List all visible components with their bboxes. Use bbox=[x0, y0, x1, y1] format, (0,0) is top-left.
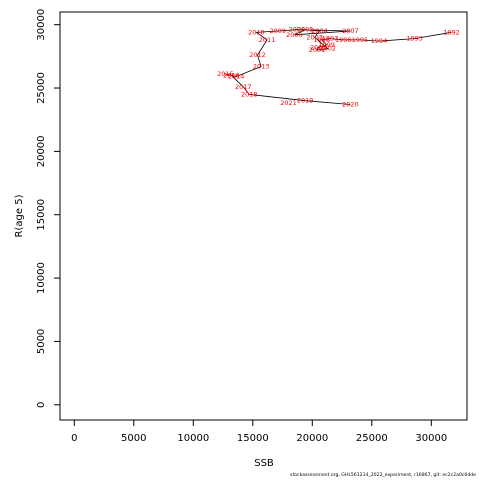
point-label-2021: 2021 bbox=[280, 99, 297, 107]
point-label-2017: 2017 bbox=[235, 83, 252, 91]
point-label-1996: 1996 bbox=[335, 36, 352, 44]
point-label-2004: 2004 bbox=[311, 27, 328, 35]
point-label-2001: 2001 bbox=[309, 46, 326, 54]
point-label-1992: 1992 bbox=[443, 28, 460, 36]
point-label-1994: 1994 bbox=[371, 37, 388, 45]
plot-frame bbox=[59, 11, 468, 421]
point-label-1993: 1993 bbox=[406, 35, 423, 43]
x-tick-label: 5000 bbox=[121, 433, 146, 444]
point-label-2012: 2012 bbox=[249, 51, 266, 59]
point-label-2003: 2003 bbox=[306, 33, 323, 41]
x-tick-label: 10000 bbox=[177, 433, 209, 444]
point-label-2014: 2014 bbox=[228, 73, 245, 81]
point-label-2000: 2000 bbox=[310, 43, 327, 51]
point-label-2009: 2009 bbox=[270, 27, 287, 35]
point-label-2013: 2013 bbox=[253, 62, 270, 70]
y-tick-label: 0 bbox=[36, 402, 47, 408]
x-tick-label: 15000 bbox=[237, 433, 269, 444]
x-tick-label: 0 bbox=[71, 433, 77, 444]
point-label-2018: 2018 bbox=[241, 90, 258, 98]
point-label-2005: 2005 bbox=[297, 26, 314, 34]
point-label-2019: 2019 bbox=[297, 97, 314, 105]
point-label-2006: 2006 bbox=[286, 31, 303, 39]
point-label-2007: 2007 bbox=[342, 27, 359, 35]
y-tick-label: 25000 bbox=[36, 72, 47, 104]
footer-note: stockassessment.org, GHL561214_2022_expe… bbox=[290, 473, 476, 478]
point-label-2011: 2011 bbox=[259, 36, 276, 44]
point-label-2016: 2016 bbox=[223, 71, 240, 79]
x-tick-label: 20000 bbox=[296, 433, 328, 444]
y-tick-label: 10000 bbox=[36, 262, 47, 294]
x-axis-title: SSB bbox=[254, 458, 274, 469]
point-label-2015: 2015 bbox=[217, 70, 234, 78]
x-tick-label: 30000 bbox=[415, 433, 447, 444]
y-axis: 0 5000 10000 15000 20000 25000 30000 bbox=[36, 9, 60, 408]
y-tick-label: 20000 bbox=[36, 135, 47, 167]
y-tick-label: 15000 bbox=[36, 199, 47, 231]
point-label-2010: 2010 bbox=[248, 28, 265, 36]
point-label-1997: 1997 bbox=[322, 35, 339, 43]
point-label-2008: 2008 bbox=[289, 26, 306, 34]
x-axis: 0 5000 10000 15000 20000 25000 30000 bbox=[71, 419, 447, 444]
point-label-2002: 2002 bbox=[319, 45, 336, 53]
point-label-1995: 1995 bbox=[352, 36, 369, 44]
y-tick-label: 30000 bbox=[36, 9, 47, 41]
series-line bbox=[225, 29, 452, 105]
point-labels: 1992 1993 19941995199619971998199920002001… bbox=[217, 26, 460, 109]
point-label-2020: 2020 bbox=[342, 100, 359, 108]
y-axis-title: R(age 5) bbox=[14, 194, 25, 237]
y-tick-label: 5000 bbox=[36, 329, 47, 354]
x-tick-label: 25000 bbox=[356, 433, 388, 444]
point-label-1999: 1999 bbox=[318, 41, 335, 49]
point-label-1998: 1998 bbox=[314, 36, 331, 44]
